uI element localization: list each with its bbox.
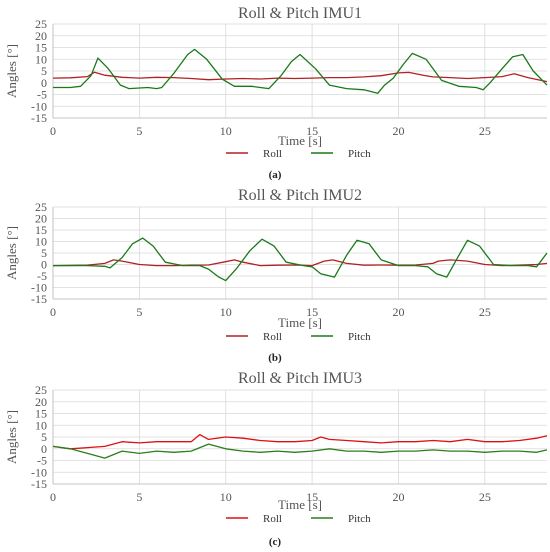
x-axis-label: Time [s]: [278, 497, 322, 512]
series-line-roll: [52, 71, 548, 83]
y-tick-label: 15: [35, 41, 47, 55]
y-tick-label: -15: [31, 477, 47, 491]
y-tick-label: 20: [35, 212, 47, 226]
y-tick-label: 10: [35, 235, 47, 249]
y-tick-label: 5: [41, 246, 47, 260]
x-tick-label: 15: [306, 305, 318, 319]
y-tick-label: 25: [35, 383, 47, 397]
y-tick-label: -10: [31, 281, 47, 295]
y-tick-label: 15: [35, 223, 47, 237]
y-tick-label: 5: [41, 430, 47, 444]
series-line-roll: [52, 259, 548, 267]
x-tick-label: 10: [220, 305, 232, 319]
series-line-roll: [52, 433, 548, 450]
chart-title: Roll & Pitch IMU2: [238, 187, 362, 204]
legend-label-roll: Roll: [263, 148, 282, 160]
x-tick-label: 5: [136, 490, 142, 504]
x-tick-label: 25: [479, 490, 491, 504]
y-tick-label: 25: [35, 17, 47, 31]
y-axis-label: Angles [°]: [4, 410, 19, 464]
x-tick-label: 0: [50, 124, 56, 138]
series-line-pitch: [52, 443, 548, 459]
y-tick-label: 0: [41, 76, 47, 90]
y-tick-label: -10: [31, 99, 47, 113]
series-line-pitch: [53, 237, 548, 282]
y-axis-label: Angles [°]: [4, 44, 19, 98]
x-tick-label: 20: [392, 490, 404, 504]
y-tick-label: -5: [37, 454, 47, 468]
x-tick-label: 20: [392, 124, 404, 138]
y-tick-label: 20: [35, 395, 47, 409]
y-tick-label: -15: [31, 111, 47, 125]
panel-caption: (a): [269, 169, 282, 181]
y-tick-label: 0: [41, 258, 47, 272]
x-tick-label: 0: [50, 490, 56, 504]
y-tick-label: -5: [37, 88, 47, 102]
y-tick-label: 25: [35, 200, 47, 214]
legend-label-roll: Roll: [263, 513, 282, 525]
y-tick-label: -5: [37, 269, 47, 283]
x-tick-label: 10: [220, 490, 232, 504]
chart-title: Roll & Pitch IMU3: [238, 370, 362, 387]
chart-title: Roll & Pitch IMU1: [238, 5, 362, 22]
y-tick-label: 15: [35, 407, 47, 421]
series-line-pitch: [53, 48, 548, 94]
y-axis-label: Angles [°]: [4, 226, 19, 280]
x-tick-label: 15: [306, 124, 318, 138]
x-tick-label: 25: [479, 124, 491, 138]
x-tick-label: 5: [136, 305, 142, 319]
x-axis-label: Time [s]: [278, 133, 322, 148]
y-tick-label: 10: [35, 418, 47, 432]
y-tick-label: -10: [31, 465, 47, 479]
y-tick-label: 0: [41, 442, 47, 456]
x-tick-label: 25: [479, 305, 491, 319]
x-axis-label: Time [s]: [278, 315, 322, 330]
x-tick-label: 20: [392, 305, 404, 319]
y-tick-label: 20: [35, 29, 47, 43]
x-tick-label: 10: [220, 124, 232, 138]
panel-caption: (b): [268, 352, 282, 364]
y-tick-label: 10: [35, 52, 47, 66]
y-tick-label: 5: [41, 64, 47, 78]
x-tick-label: 5: [136, 124, 142, 138]
legend-label-pitch: Pitch: [348, 148, 371, 160]
x-tick-label: 15: [306, 490, 318, 504]
legend-label-pitch: Pitch: [348, 331, 371, 343]
y-tick-label: -15: [31, 292, 47, 306]
x-tick-label: 0: [50, 305, 56, 319]
legend-label-roll: Roll: [263, 331, 282, 343]
legend-label-pitch: Pitch: [348, 513, 371, 525]
panel-caption: (c): [269, 536, 282, 548]
